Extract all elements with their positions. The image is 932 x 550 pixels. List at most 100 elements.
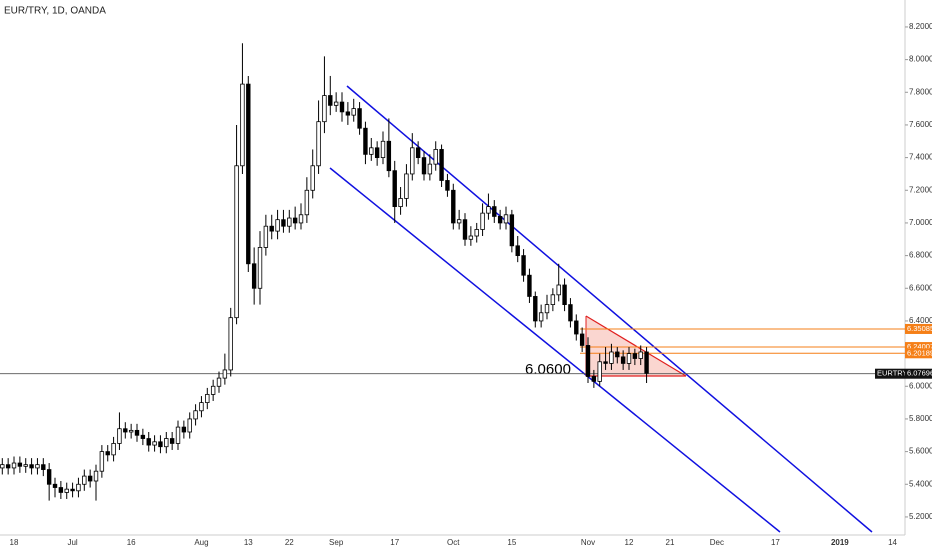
- candle-body: [93, 470, 99, 482]
- x-tick-label: 22: [285, 538, 294, 547]
- candle-body: [357, 108, 362, 129]
- candle-body: [603, 361, 608, 364]
- candle-body: [462, 219, 468, 240]
- candle-body: [316, 121, 321, 167]
- last-price-label: 6.07696: [907, 369, 932, 378]
- x-tick-label: Nov: [581, 538, 595, 547]
- candle-body: [310, 165, 315, 191]
- y-tick-label: 7.00000: [909, 218, 932, 227]
- y-tick-label: 7.80000: [909, 87, 932, 96]
- candle-body: [474, 229, 479, 237]
- y-tick-label: 5.20000: [909, 512, 932, 521]
- candle-body: [644, 351, 649, 374]
- level-label: 6.35085: [907, 324, 932, 333]
- level-tag: [905, 348, 932, 359]
- candle-body: [480, 212, 485, 230]
- candle-body: [29, 464, 34, 469]
- candle-body: [257, 247, 263, 289]
- candle-body: [597, 361, 602, 382]
- candle-body: [515, 245, 520, 257]
- candle-body: [210, 385, 216, 395]
- candle-body: [263, 225, 269, 248]
- triangle-edge: [585, 315, 687, 377]
- candle-body: [222, 369, 228, 379]
- level-tag: [905, 342, 932, 353]
- candle-body: [228, 317, 233, 371]
- candle-body: [380, 140, 386, 159]
- candle-body: [632, 353, 638, 359]
- candle-body: [169, 438, 175, 444]
- x-tick-label: 17: [771, 538, 780, 547]
- annotation: 6.0600: [525, 361, 571, 378]
- candle-body: [468, 235, 474, 240]
- candle-body: [64, 488, 69, 493]
- x-tick-label: Sep: [329, 538, 344, 547]
- x-tick-label: 15: [507, 538, 516, 547]
- candle-body: [626, 353, 632, 364]
- y-tick-label: 8.20000: [909, 22, 932, 31]
- y-tick-label: 5.80000: [909, 414, 932, 423]
- candle-body: [404, 173, 409, 199]
- channel-lower: [329, 167, 781, 533]
- candle-body: [146, 438, 151, 446]
- candle-body: [544, 304, 550, 314]
- candle-body: [87, 475, 93, 482]
- candle-body: [234, 165, 239, 319]
- y-tick-label: 6.40000: [909, 316, 932, 325]
- candle-body: [251, 263, 257, 289]
- candle-body: [533, 296, 538, 322]
- candle-body: [579, 333, 585, 346]
- candle-body: [439, 149, 444, 181]
- candle-body: [240, 83, 245, 167]
- candle-body: [322, 95, 327, 123]
- candle-body: [410, 147, 415, 175]
- candle-body: [246, 83, 251, 265]
- candle-body: [609, 351, 614, 364]
- candle-body: [562, 284, 567, 306]
- candle-body: [527, 274, 532, 297]
- candle-body: [292, 217, 298, 224]
- candle-body: [374, 147, 380, 159]
- candle-body: [398, 198, 403, 208]
- candle-body: [620, 356, 626, 364]
- candle-body: [574, 320, 579, 335]
- candle-body: [298, 214, 304, 224]
- y-tick-label: 5.60000: [909, 447, 932, 456]
- candle-body: [58, 487, 64, 493]
- candle-body: [339, 101, 345, 113]
- candle-body: [134, 429, 140, 436]
- candle-body: [82, 475, 87, 485]
- x-tick-label: 18: [10, 538, 19, 547]
- x-tick-label: 13: [244, 538, 253, 547]
- candle-body: [415, 147, 421, 159]
- candle-body: [158, 441, 163, 448]
- level-label: 6.24007: [907, 342, 932, 351]
- candle-body: [550, 294, 556, 306]
- candle-body: [11, 462, 17, 469]
- candle-body: [99, 451, 105, 472]
- candle-body: [497, 216, 503, 224]
- candle-body: [76, 483, 81, 492]
- candle-body: [41, 464, 46, 470]
- candle-body: [363, 127, 368, 155]
- last-name: EURTRY: [877, 369, 908, 378]
- y-tick-label: 7.20000: [909, 185, 932, 194]
- candle-body: [345, 111, 351, 116]
- candle-body: [123, 428, 128, 433]
- candle-body: [281, 219, 286, 227]
- candle-body: [492, 206, 497, 217]
- level-label: 6.20189: [907, 348, 932, 357]
- x-tick-label: Dec: [710, 538, 724, 547]
- candle-body: [421, 157, 427, 175]
- candle-body: [451, 189, 456, 224]
- candle-body: [275, 219, 280, 232]
- candle-body: [140, 434, 146, 439]
- candle-body: [5, 464, 11, 469]
- level-tag: [905, 323, 932, 334]
- candle-body: [351, 108, 356, 116]
- candle-body: [269, 225, 274, 232]
- y-tick-label: 6.60000: [909, 283, 932, 292]
- candle-body: [70, 488, 75, 492]
- candle-body: [333, 101, 339, 106]
- candle-body: [568, 304, 573, 322]
